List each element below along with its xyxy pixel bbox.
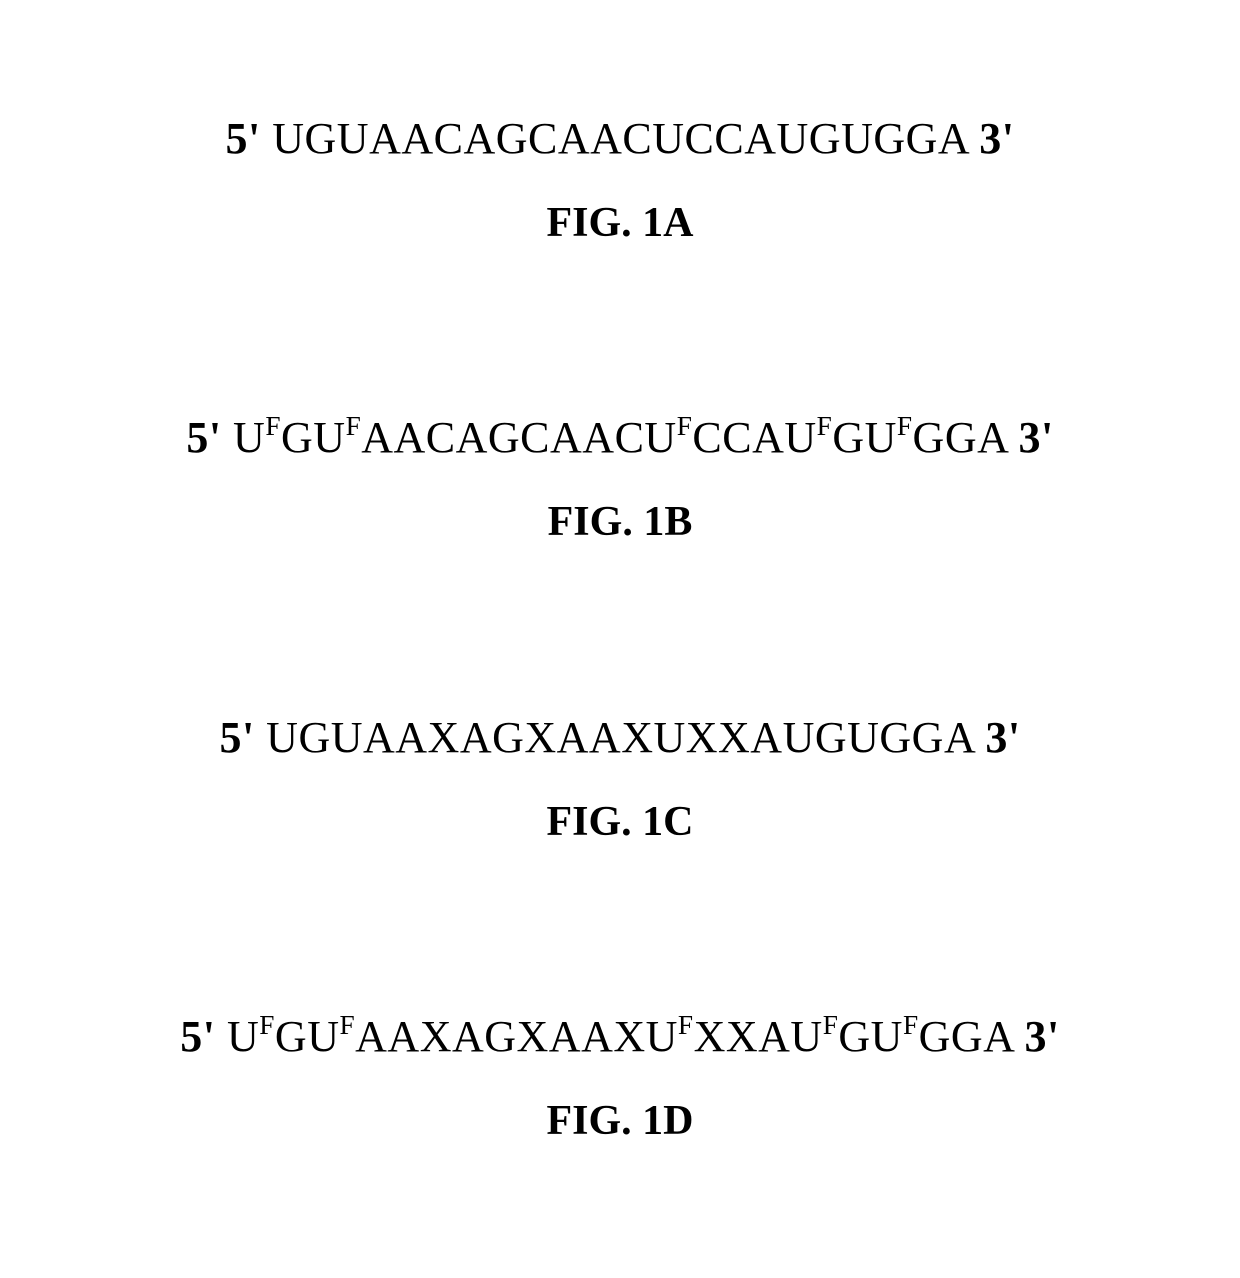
five-prime-label: 5' <box>180 1012 215 1061</box>
three-prime-label: 3' <box>985 713 1020 762</box>
figure-1a: 5' UGUAACAGCAACUCCAUGUGGA 3' FIG. 1A <box>226 113 1015 247</box>
seq-sup: F <box>339 1010 355 1040</box>
seq-seg: CCAU <box>692 413 816 462</box>
figure-1d: 5' UFGUFAAXAGXAAXUFXXAUFGUFGGA 3' FIG. 1… <box>180 1011 1060 1145</box>
seq-seg: GU <box>281 413 346 462</box>
seq-sup: F <box>265 411 281 441</box>
seq-seg: AACAGCAACU <box>361 413 676 462</box>
seq-seg: GU <box>838 1012 903 1061</box>
seq-sup: F <box>817 411 833 441</box>
sequence-1d: 5' UFGUFAAXAGXAAXUFXXAUFGUFGGA 3' <box>180 1011 1060 1062</box>
seq-seg: GU <box>275 1012 340 1061</box>
seq-seg: GU <box>832 413 897 462</box>
figure-1b: 5' UFGUFAACAGCAACUFCCAUFGUFGGA 3' FIG. 1… <box>186 412 1053 546</box>
caption-1b: FIG. 1B <box>548 498 693 546</box>
five-prime-label: 5' <box>226 114 261 163</box>
sequence-1a: 5' UGUAACAGCAACUCCAUGUGGA 3' <box>226 113 1015 164</box>
caption-1a: FIG. 1A <box>547 199 694 247</box>
seq-seg: GGA <box>913 413 1019 462</box>
seq-sup: F <box>678 1010 694 1040</box>
caption-1c: FIG. 1C <box>546 798 693 846</box>
figure-1c: 5' UGUAAXAGXAAXUXXAUGUGGA 3' FIG. 1C <box>219 712 1020 846</box>
seq-sup: F <box>346 411 362 441</box>
seq-seg: AAXAGXAAXU <box>355 1012 678 1061</box>
seq-sup: F <box>677 411 693 441</box>
seq-sup: F <box>823 1010 839 1040</box>
seq-seg: XXAU <box>694 1012 823 1061</box>
five-prime-label: 5' <box>219 713 254 762</box>
seq-sup: F <box>897 411 913 441</box>
seq-seg: U <box>215 1012 259 1061</box>
seq-seg: U <box>222 413 266 462</box>
sequence-1c: 5' UGUAAXAGXAAXUXXAUGUGGA 3' <box>219 712 1020 763</box>
sequence-1b: 5' UFGUFAACAGCAACUFCCAUFGUFGGA 3' <box>186 412 1053 463</box>
three-prime-label: 3' <box>979 114 1014 163</box>
sequence-text: UGUAAXAGXAAXUXXAUGUGGA <box>255 713 986 762</box>
seq-seg: GGA <box>919 1012 1025 1061</box>
seq-sup: F <box>903 1010 919 1040</box>
sequence-text: UGUAACAGCAACUCCAUGUGGA <box>261 114 980 163</box>
three-prime-label: 3' <box>1018 413 1053 462</box>
three-prime-label: 3' <box>1025 1012 1060 1061</box>
five-prime-label: 5' <box>186 413 221 462</box>
seq-sup: F <box>259 1010 275 1040</box>
caption-1d: FIG. 1D <box>546 1097 693 1145</box>
